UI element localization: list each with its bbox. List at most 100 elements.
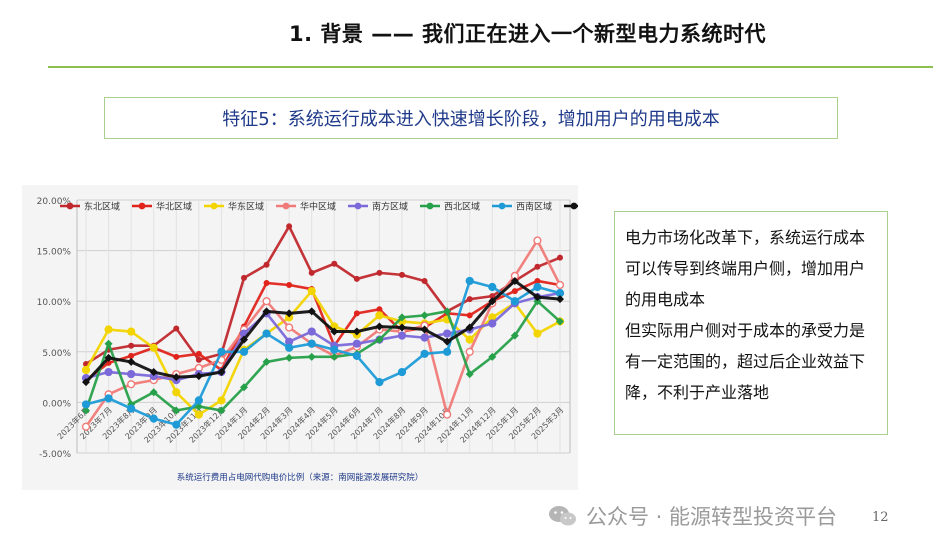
data-point bbox=[488, 319, 497, 328]
chart-panel: -5.00% 0.00% 5.00% 10.00% 15.00% 20.00% 2023年6… bbox=[22, 185, 578, 490]
data-point bbox=[353, 310, 360, 317]
data-point bbox=[286, 223, 293, 230]
series-line bbox=[84, 299, 561, 412]
feature-text: 特征5：系统运行成本进入快速增长阶段，增加用户的用电成本 bbox=[222, 109, 720, 130]
data-point bbox=[330, 345, 339, 354]
data-point bbox=[443, 329, 452, 338]
data-point bbox=[127, 327, 136, 336]
data-point bbox=[239, 347, 249, 356]
legend-marker bbox=[498, 202, 506, 210]
watermark: 公众号 · 能源转型投资平台 bbox=[548, 500, 837, 532]
data-point bbox=[240, 383, 248, 392]
data-point bbox=[352, 351, 361, 360]
data-point bbox=[465, 335, 474, 344]
data-point bbox=[82, 406, 90, 415]
data-point bbox=[533, 329, 542, 338]
data-point bbox=[465, 347, 474, 356]
data-point bbox=[285, 323, 294, 332]
data-point bbox=[172, 406, 181, 415]
data-point bbox=[465, 370, 474, 379]
data-point bbox=[375, 335, 384, 344]
legend-label: 东北区域 bbox=[84, 201, 120, 213]
data-point bbox=[285, 343, 294, 352]
y-tick-label: 5.00% bbox=[42, 349, 71, 359]
data-point bbox=[286, 282, 293, 289]
title-divider bbox=[48, 66, 933, 68]
data-point bbox=[173, 325, 180, 332]
data-point bbox=[443, 337, 452, 346]
legend-label: 华中区域 bbox=[300, 201, 336, 213]
data-point bbox=[375, 311, 384, 320]
data-point bbox=[285, 309, 294, 318]
series-line bbox=[85, 291, 561, 382]
data-point bbox=[533, 297, 542, 306]
data-point bbox=[217, 368, 226, 377]
data-point bbox=[217, 396, 226, 405]
data-point bbox=[104, 367, 113, 377]
watermark-text: 公众号 · 能源转型投资平台 bbox=[586, 505, 838, 529]
data-point bbox=[510, 276, 519, 285]
data-point bbox=[285, 353, 294, 362]
data-point bbox=[128, 352, 135, 359]
data-point bbox=[466, 312, 473, 319]
data-point bbox=[399, 271, 405, 278]
y-tick-label: 15.00% bbox=[37, 248, 72, 258]
data-point bbox=[262, 297, 271, 306]
data-point bbox=[466, 296, 473, 303]
data-point bbox=[534, 277, 541, 284]
data-point bbox=[489, 293, 496, 300]
data-point bbox=[127, 380, 136, 389]
data-point bbox=[149, 368, 158, 377]
data-point bbox=[240, 335, 248, 344]
data-point bbox=[465, 323, 474, 332]
data-point bbox=[376, 306, 383, 313]
data-point bbox=[262, 307, 271, 316]
legend-label: 华北区域 bbox=[156, 201, 192, 213]
legend-marker bbox=[138, 202, 146, 210]
side-note-paragraph-1: 电力市场化改革下，系统运行成本可以传导到终端用户侧，增加用户的用电成本 bbox=[625, 228, 866, 309]
data-point bbox=[534, 263, 541, 270]
data-point bbox=[510, 331, 519, 340]
legend-label: 华东区域 bbox=[228, 201, 264, 213]
data-point bbox=[263, 261, 270, 268]
data-point bbox=[420, 349, 429, 358]
data-point bbox=[81, 422, 91, 431]
data-point bbox=[195, 356, 202, 363]
data-point bbox=[331, 260, 338, 267]
y-tick-label: 20.00% bbox=[37, 197, 72, 207]
data-point bbox=[81, 400, 91, 409]
data-point bbox=[376, 269, 383, 276]
data-point bbox=[398, 313, 406, 322]
data-point bbox=[307, 327, 316, 336]
y-tick-label: 10.00% bbox=[37, 298, 72, 308]
data-point bbox=[194, 372, 203, 381]
data-point bbox=[420, 325, 429, 334]
data-point bbox=[352, 339, 361, 348]
data-point bbox=[397, 331, 407, 340]
data-point bbox=[104, 325, 113, 334]
data-point bbox=[128, 342, 135, 349]
data-point bbox=[82, 378, 90, 387]
data-point bbox=[217, 347, 226, 356]
series-line bbox=[85, 279, 561, 426]
data-point bbox=[510, 297, 519, 306]
data-point bbox=[307, 352, 316, 361]
data-point bbox=[195, 350, 202, 357]
data-point bbox=[352, 327, 361, 336]
data-point bbox=[330, 327, 339, 336]
data-point bbox=[149, 414, 158, 423]
data-point bbox=[263, 279, 270, 286]
data-point bbox=[443, 307, 452, 316]
data-point bbox=[511, 288, 518, 295]
data-point bbox=[443, 410, 452, 419]
series-line bbox=[84, 279, 561, 384]
legend-marker bbox=[66, 202, 74, 210]
data-point bbox=[308, 269, 315, 276]
data-point bbox=[533, 293, 542, 302]
data-point bbox=[556, 295, 564, 304]
data-point bbox=[194, 396, 203, 405]
data-point bbox=[81, 365, 91, 375]
data-point bbox=[104, 353, 113, 362]
data-point bbox=[555, 280, 565, 290]
data-point bbox=[262, 329, 271, 338]
